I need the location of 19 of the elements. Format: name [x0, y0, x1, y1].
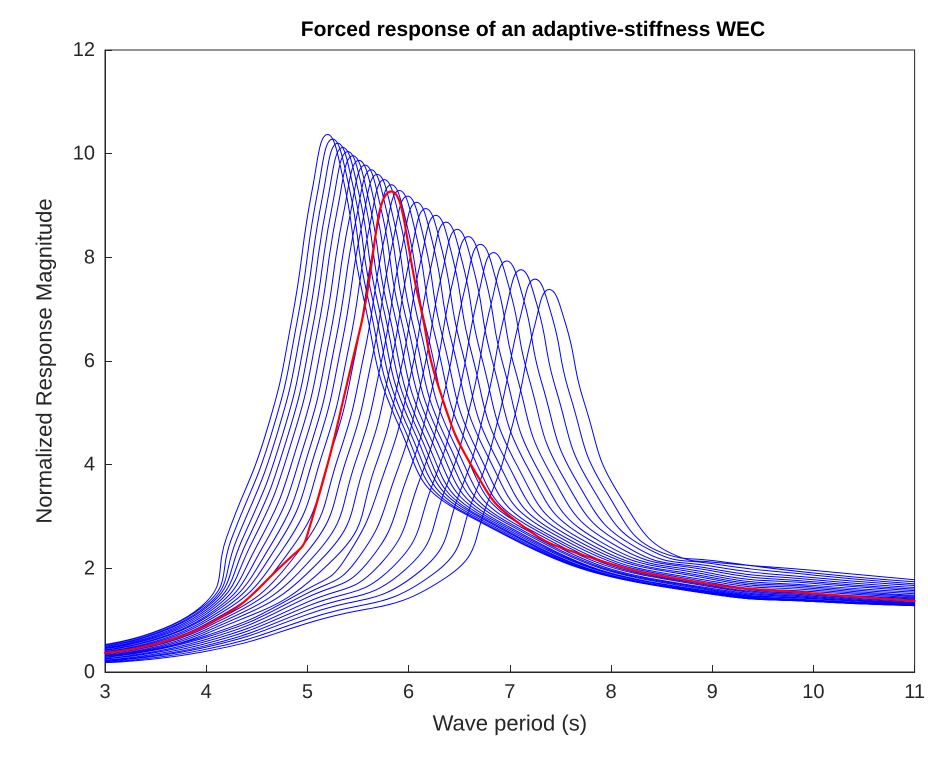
y-axis-title: Normalized Response Magnitude	[32, 198, 56, 524]
x-tick-label: 10	[802, 681, 825, 703]
x-tick-label: 4	[200, 681, 212, 703]
x-tick-label: 8	[605, 681, 617, 703]
y-tick-label: 10	[72, 142, 95, 165]
chart-title: Forced response of an adaptive-stiffness WEC	[300, 18, 766, 41]
y-tick-label: 12	[72, 39, 95, 61]
x-tick-label: 11	[904, 681, 925, 703]
y-tick-label: 6	[84, 350, 95, 372]
y-tick-label: 4	[84, 454, 95, 476]
x-axis-title: Wave period (s)	[432, 710, 588, 736]
x-tick-label: 6	[403, 681, 414, 703]
x-tick-label: 5	[302, 681, 313, 703]
x-tick-label: 3	[99, 681, 111, 703]
y-tick-label: 8	[84, 246, 95, 268]
x-tick-label: 7	[504, 681, 516, 703]
x-tick-label: 9	[706, 681, 718, 703]
y-tick-label: 0	[84, 661, 95, 683]
y-tick-label: 2	[84, 557, 95, 580]
